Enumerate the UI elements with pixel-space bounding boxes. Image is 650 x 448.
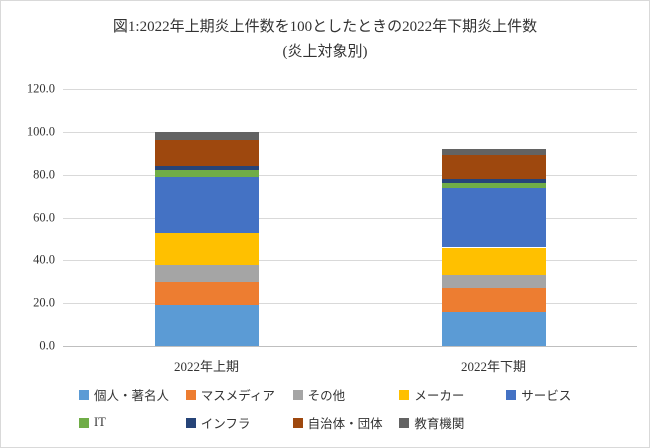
legend-label: 教育機関 [414, 417, 465, 431]
legend-item: 個人・著名人 [79, 385, 182, 404]
chart-title-line2: (炎上対象別) [282, 43, 368, 60]
chart-title: 図1:2022年上期炎上件数を100としたときの2022年下期炎上件数 (炎上対… [1, 15, 649, 65]
legend-swatch-icon [79, 417, 89, 428]
bar-segment [441, 183, 546, 188]
legend-item: インフラ [185, 413, 289, 432]
legend-item: IT [79, 413, 182, 432]
stacked-bar [154, 89, 259, 346]
bar-segment [154, 166, 259, 171]
bar-segment [441, 311, 546, 346]
bar-segment [154, 305, 259, 346]
legend-item: その他 [292, 385, 396, 404]
y-axis-tick-label: 80.0 [33, 167, 55, 182]
legend-label: その他 [307, 389, 346, 403]
plot-area: 0.0 20.0 40.0 60.0 80.0 100.0 120.0 2022年上期 2022… [27, 82, 637, 374]
gridline [63, 260, 637, 262]
legend-swatch-icon [506, 389, 517, 400]
y-axis-tick-label: 40.0 [33, 252, 55, 267]
y-axis-tick-label: 120.0 [26, 81, 55, 96]
legend-label: マスメディア [200, 389, 275, 403]
bar-segment [441, 288, 546, 312]
bar-segment [154, 232, 259, 265]
bar-segment [154, 170, 259, 177]
legend-item: 自治体・団体 [292, 413, 396, 432]
legend-swatch-icon [79, 389, 89, 400]
legend-item: マスメディア [185, 385, 289, 404]
y-axis-tick-label: 0.0 [39, 338, 55, 353]
legend-label: サービス [521, 389, 572, 403]
legend-label: インフラ [200, 417, 251, 431]
legend-item: サービス [506, 385, 609, 404]
bar-segment [154, 140, 259, 167]
bar-segment [154, 131, 259, 141]
bar-segment [154, 281, 259, 306]
gridline [63, 303, 637, 305]
chart-legend: 個人・著名人 マスメディア その他 メーカー サービス IT インフラ 自治体・団体 教育機関 [79, 385, 609, 432]
legend-label: IT [94, 415, 106, 429]
gridline [63, 217, 637, 219]
legend-swatch-icon [185, 389, 196, 400]
bar-segment [441, 247, 546, 276]
x-axis-category-label: 2022年上期 [173, 359, 240, 374]
legend-swatch-icon [292, 389, 303, 400]
chart-title-line1: 図1:2022年上期炎上件数を100としたときの2022年下期炎上件数 [112, 19, 538, 35]
y-axis-tick-label: 20.0 [33, 295, 55, 310]
bar-segment [441, 275, 546, 289]
gridline [63, 174, 637, 176]
legend-swatch-icon [292, 417, 303, 428]
legend-label: 個人・著名人 [94, 389, 170, 403]
bar-segment [154, 176, 259, 233]
bar-segment [441, 187, 546, 248]
legend-item: 教育機関 [399, 413, 502, 432]
legend-swatch-icon [399, 389, 410, 400]
legend-label: メーカー [414, 389, 465, 403]
bar-segment [154, 264, 259, 282]
y-axis-tick-label: 100.0 [26, 124, 55, 139]
legend-swatch-icon [185, 417, 196, 428]
legend-item: メーカー [399, 385, 502, 404]
x-axis-category-label: 2022年下期 [460, 359, 527, 374]
bar-segment [441, 155, 546, 179]
gridline [63, 89, 637, 90]
y-axis-tick-label: 60.0 [33, 210, 55, 224]
legend-label: 自治体・団体 [307, 417, 383, 431]
legend-swatch-icon [399, 417, 410, 428]
gridline [63, 131, 637, 133]
bar-segment [441, 148, 546, 156]
bar-segment [441, 178, 546, 184]
stacked-bar [441, 89, 546, 346]
